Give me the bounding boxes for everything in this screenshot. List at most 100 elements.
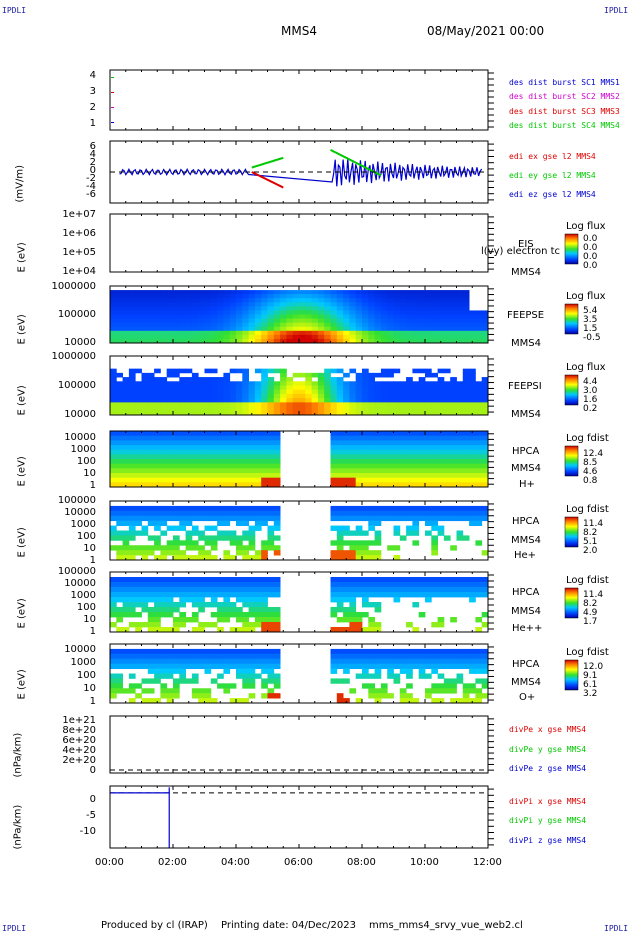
hpca-h-cell <box>186 459 193 464</box>
hpca-h-cell <box>425 459 432 464</box>
hpca-o-cell <box>406 664 413 669</box>
hpca-h-cell <box>469 468 476 473</box>
feepse-cell <box>129 298 136 302</box>
hpca-o-cell <box>337 678 344 683</box>
feepse-cell <box>331 323 338 327</box>
hpca-he-cell <box>457 506 464 511</box>
feepse-cell <box>431 335 438 339</box>
hpca-hepp-cell <box>116 607 123 612</box>
feepse-cell <box>173 319 180 323</box>
hpca-h-cell <box>148 450 155 455</box>
feepse-cell <box>406 290 413 294</box>
feepse-cell <box>375 327 382 331</box>
hpca-o-cell <box>205 693 212 698</box>
feepsi-cell <box>280 369 287 374</box>
hpca-h-cell <box>192 436 199 441</box>
feepse-cell <box>198 319 205 323</box>
feepsi-cell <box>255 381 262 386</box>
feepsi-cell <box>249 394 256 399</box>
efield-y-trace <box>252 158 283 168</box>
hpca-h-cell <box>223 454 230 459</box>
hpca-he-cell <box>186 531 193 536</box>
feepsi-cell <box>154 402 161 407</box>
hpca-o-cell <box>160 654 167 659</box>
feepsi-cell <box>331 402 338 407</box>
hpca-he-cell <box>198 511 205 516</box>
hpca-h-cell <box>135 450 142 455</box>
feepsi-cell <box>242 373 249 378</box>
hpca-hepp-cell <box>154 597 161 602</box>
feepsi-cell <box>110 381 117 386</box>
hpca-hepp-cell <box>148 622 155 627</box>
feepsi-cell <box>337 381 344 386</box>
hpca-h-cell <box>482 464 489 469</box>
hpca-h-cell <box>387 436 394 441</box>
hpca-he-cell <box>375 516 382 521</box>
hpca-o-cell <box>343 678 350 683</box>
feepsi-cell <box>400 381 407 386</box>
feepsi-cell <box>349 390 356 395</box>
hpca-h-cell <box>123 436 130 441</box>
hpca-hepp-cell <box>394 597 401 602</box>
hpca-h-cell <box>217 478 224 483</box>
colorbar <box>565 304 578 334</box>
hpca-he-cell <box>412 521 419 526</box>
hpca-h-cell <box>116 464 123 469</box>
hpca-h-cell <box>217 473 224 478</box>
feepse-cell <box>179 306 186 310</box>
hpca-o-cell <box>444 654 451 659</box>
feepsi-cell <box>242 377 249 382</box>
feepsi-cell <box>312 386 319 391</box>
hpca-he-cell <box>431 521 438 526</box>
feepse-cell <box>450 327 457 331</box>
hpca-o-cell <box>110 674 117 679</box>
feepse-cell <box>160 290 167 294</box>
feepse-cell <box>331 302 338 306</box>
feepse-cell <box>135 335 142 339</box>
hpca-h-cell <box>482 468 489 473</box>
feepse-cell <box>129 310 136 314</box>
feepsi-cell <box>387 402 394 407</box>
hpca-h-cell <box>236 464 243 469</box>
hpca-o-cell <box>400 659 407 664</box>
hpca-h-cell <box>205 431 212 436</box>
hpca-hepp-cell <box>236 592 243 597</box>
hpca-hepp-cell <box>116 597 123 602</box>
feepse-cell <box>425 306 432 310</box>
ytick: 10000 <box>36 578 96 589</box>
hpca-h-cell <box>274 468 281 473</box>
feepse-cell <box>135 290 142 294</box>
feepse-cell <box>167 323 174 327</box>
hpca-h-cell <box>381 478 388 483</box>
feepse-cell <box>255 290 262 294</box>
feepsi-cell <box>160 402 167 407</box>
hpca-h-cell <box>135 478 142 483</box>
feepse-cell <box>160 331 167 335</box>
hpca-hepp-cell <box>154 602 161 607</box>
feepse-cell <box>148 306 155 310</box>
feepsi-cell <box>394 407 401 412</box>
feepsi-cell <box>362 398 369 403</box>
feepsi-cell <box>268 369 275 374</box>
feepse-cell <box>223 315 230 319</box>
hpca-hepp-cell <box>419 582 426 587</box>
hpca-hepp-cell <box>255 602 262 607</box>
feepsi-cell <box>242 407 249 412</box>
hpca-hepp-cell <box>482 587 489 592</box>
feepsi-cell <box>280 386 287 391</box>
hpca-h-cell <box>167 436 174 441</box>
hpca-he-cell <box>438 506 445 511</box>
hpca-hepp-cell <box>129 592 136 597</box>
hpca-o-cell <box>192 654 199 659</box>
hpca-he-cell <box>375 511 382 516</box>
hpca-h-cell <box>482 445 489 450</box>
hpca-hepp-cell <box>331 587 338 592</box>
hpca-h-cell <box>135 445 142 450</box>
feepse-cell <box>274 310 281 314</box>
hpca-he-cell <box>431 506 438 511</box>
hpca-hepp-cell <box>375 607 382 612</box>
feepsi-cell <box>318 394 325 399</box>
feepsi-cell <box>192 377 199 382</box>
hpca-o-cell <box>375 654 382 659</box>
hpca-hepp-cell <box>349 582 356 587</box>
